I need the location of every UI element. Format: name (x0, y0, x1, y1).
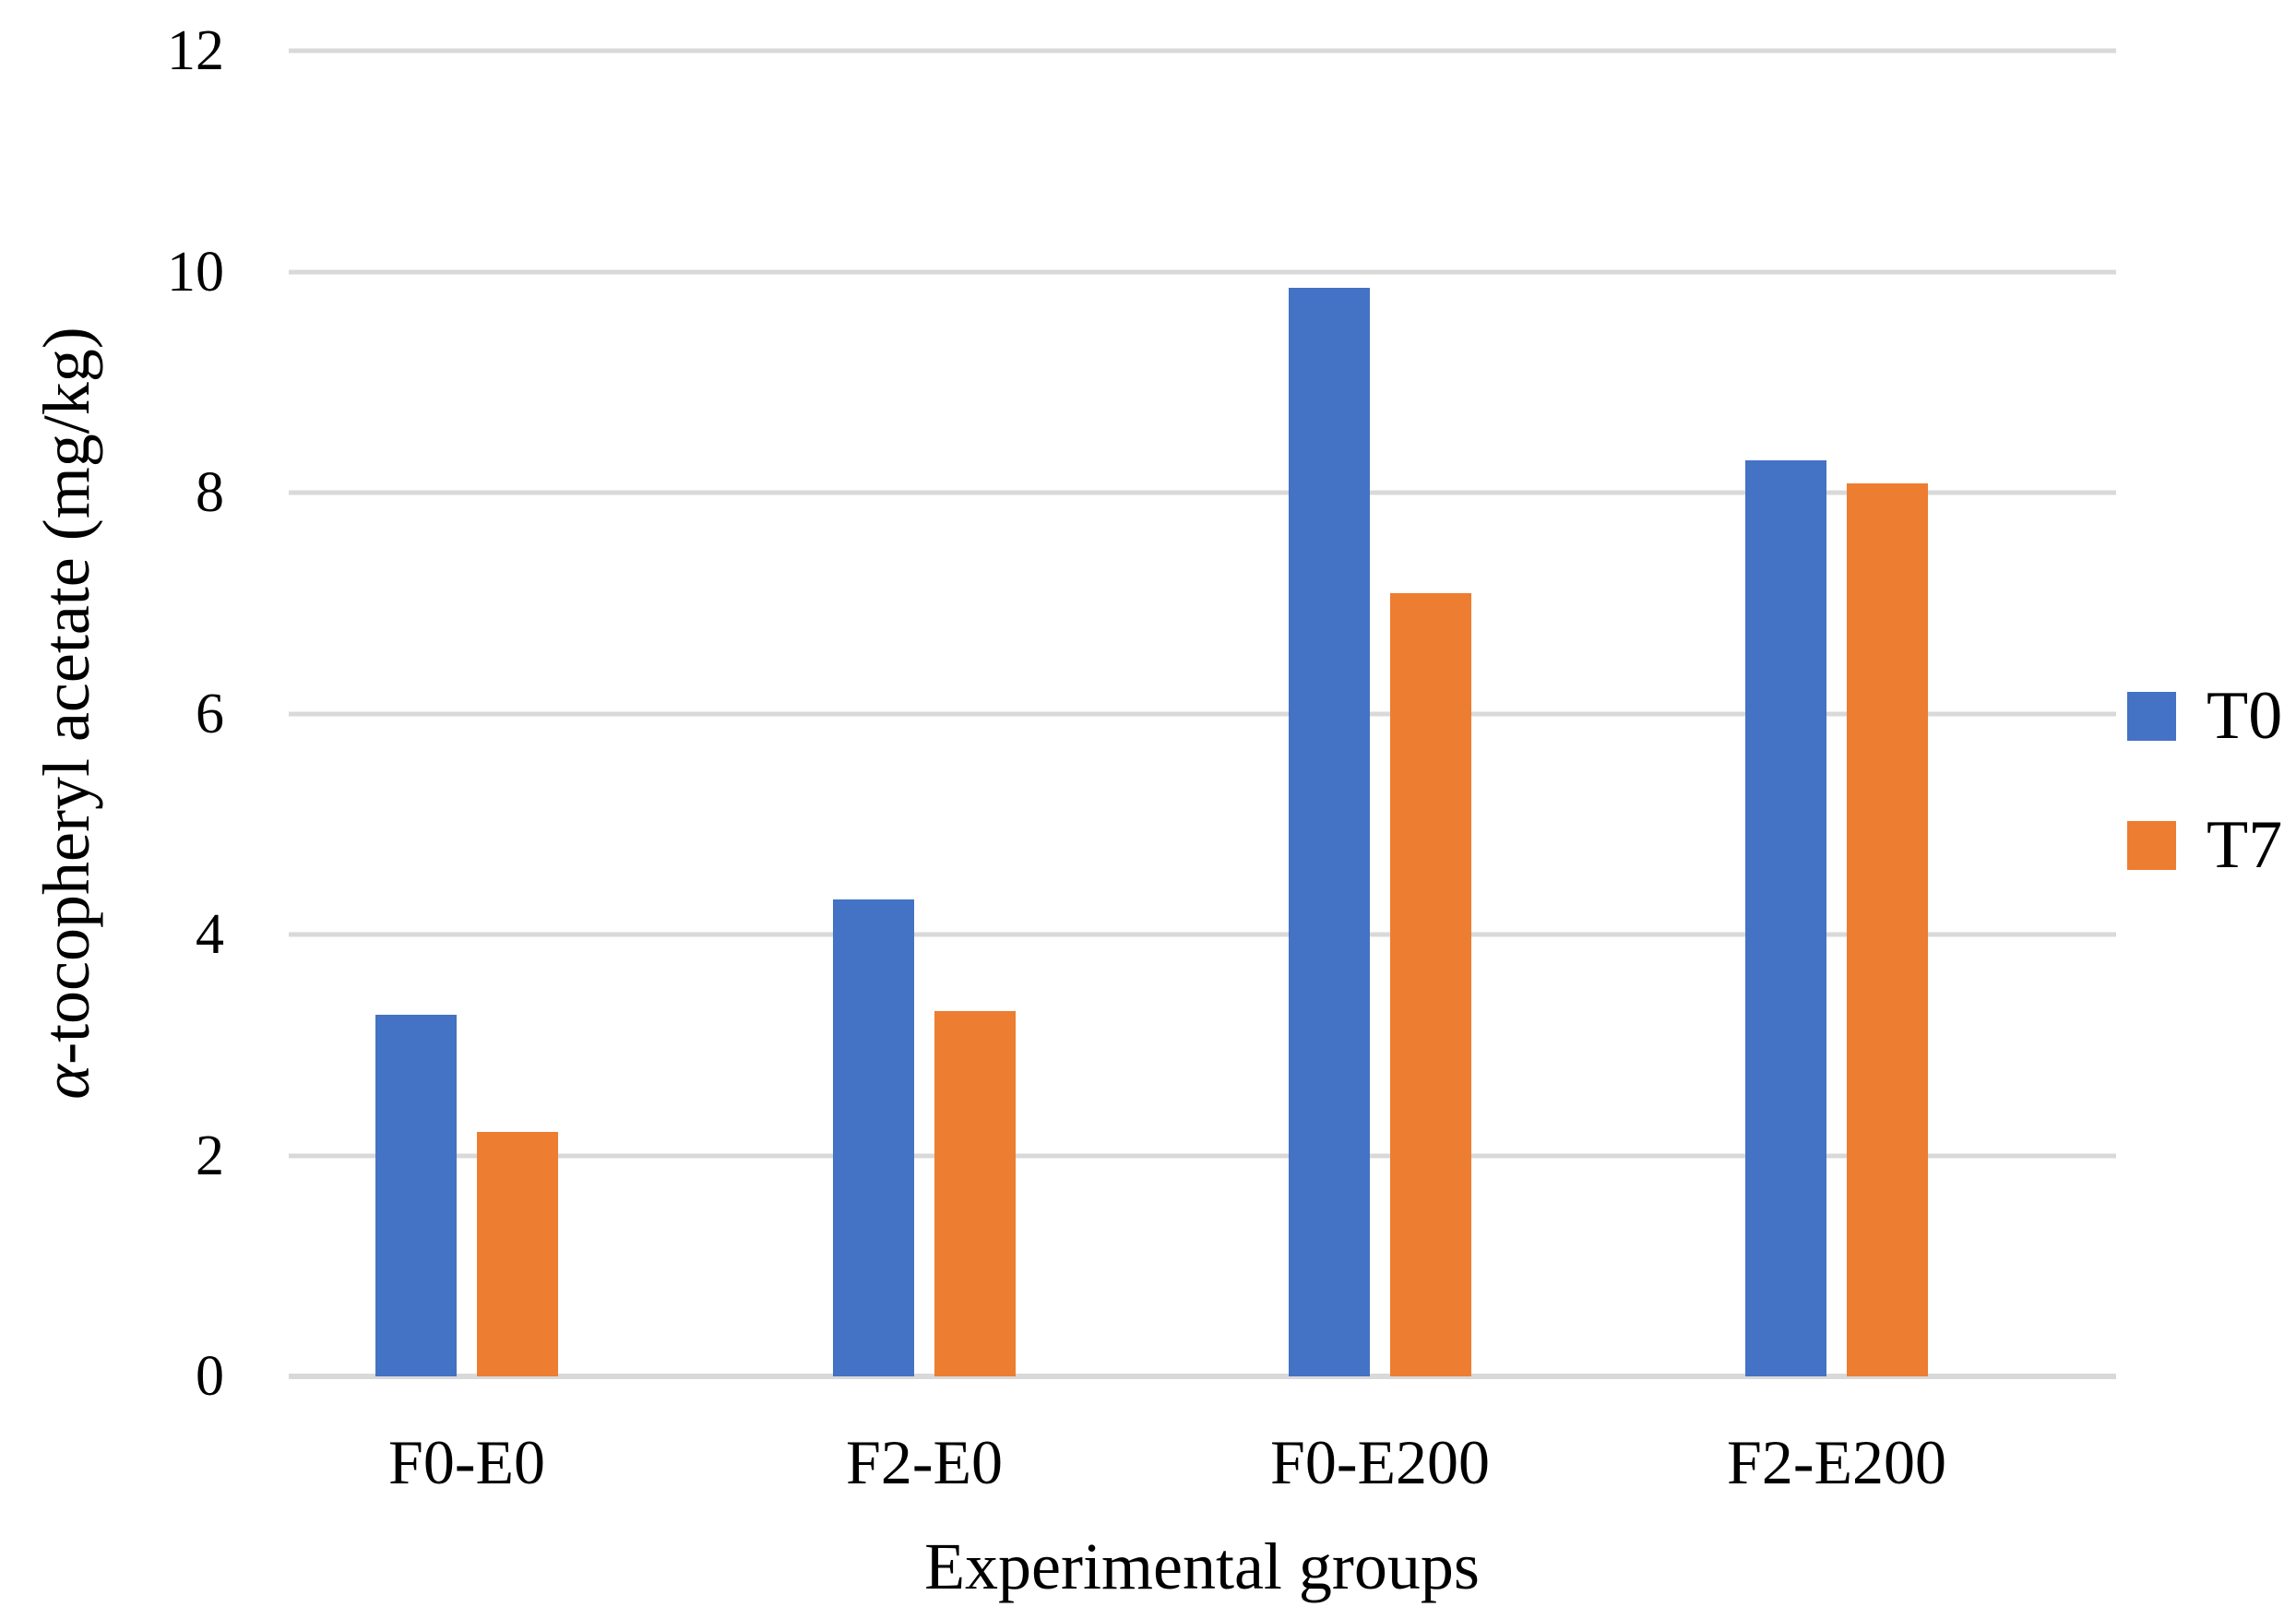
gridline-8 (289, 490, 2116, 495)
bar-t7-f0-e0 (477, 1132, 558, 1376)
legend-item-t0: T0 (2127, 682, 2282, 750)
legend-swatch-t0 (2127, 691, 2176, 741)
gridline-2 (289, 1153, 2116, 1158)
x-axis-title: Experimental groups (924, 1530, 1480, 1603)
plot-area (289, 48, 2116, 1379)
bar-t0-f0-e200 (1289, 288, 1370, 1376)
y-tick-label-4: 4 (196, 903, 224, 966)
y-tick-label-10: 10 (167, 240, 224, 304)
bar-t0-f0-e0 (375, 1015, 457, 1376)
bar-t7-f0-e200 (1390, 592, 1471, 1376)
x-axis-line (289, 1374, 2116, 1379)
y-tick-label-12: 12 (167, 19, 224, 82)
x-tick-label-f0-e0: F0-E0 (388, 1427, 545, 1497)
y-axis-title-alpha: α (30, 1064, 103, 1100)
bar-t0-f2-e200 (1745, 460, 1826, 1376)
legend-swatch-t7 (2127, 820, 2176, 870)
x-tick-label-f2-e200: F2-E200 (1727, 1427, 1946, 1497)
bar-t7-f2-e200 (1847, 483, 1928, 1376)
y-tick-label-0: 0 (196, 1345, 224, 1408)
y-tick-label-2: 2 (196, 1124, 224, 1187)
legend-label-t0: T0 (2207, 678, 2283, 754)
legend-item-t7: T7 (2127, 811, 2282, 879)
gridline-6 (289, 711, 2116, 716)
x-tick-label-f2-e0: F2-E0 (846, 1427, 1003, 1497)
gridline-10 (289, 269, 2116, 274)
y-tick-label-6: 6 (196, 682, 224, 745)
bar-t7-f2-e0 (934, 1010, 1016, 1376)
legend-label-t7: T7 (2207, 807, 2283, 883)
legend: T0 T7 (2127, 682, 2282, 879)
y-tick-label-8: 8 (196, 461, 224, 524)
gridline-4 (289, 932, 2116, 937)
bar-t0-f2-e0 (833, 899, 914, 1376)
x-tick-label-f0-e200: F0-E200 (1270, 1427, 1490, 1497)
gridline-12 (289, 48, 2116, 54)
